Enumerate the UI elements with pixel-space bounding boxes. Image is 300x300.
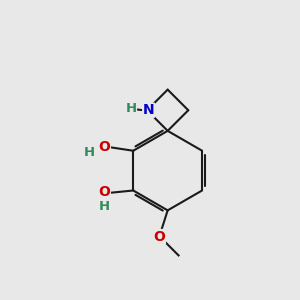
Text: H: H [84, 146, 95, 159]
Text: O: O [98, 140, 110, 154]
Text: O: O [154, 230, 165, 244]
Text: O: O [98, 185, 110, 199]
Text: N: N [143, 103, 154, 117]
Text: H: H [99, 200, 110, 213]
Text: H: H [125, 102, 136, 115]
